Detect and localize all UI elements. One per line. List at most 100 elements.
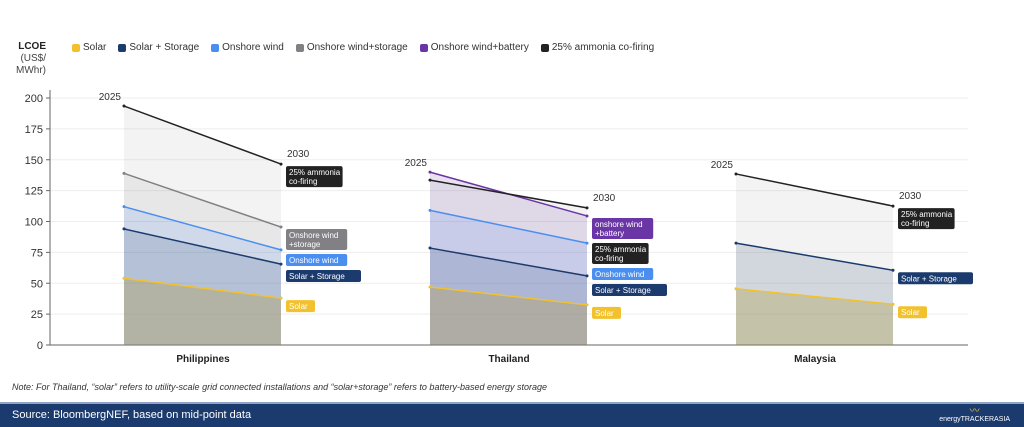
line-solar [735,288,894,305]
category-label: Thailand [488,354,529,365]
point-solar-2025 [122,276,126,280]
legend-swatch [540,43,549,52]
legend-swatch [295,43,304,52]
point-amm-2030 [279,162,283,166]
series-label: co-firing [289,177,317,186]
line-solar [123,277,282,299]
point-ss-2030 [279,262,283,266]
y-tick-label: 200 [25,93,43,105]
year-label-2030: 2030 [899,191,922,202]
line-amm [429,179,588,209]
line-ss [123,228,282,265]
legend-label: 25% ammonia co-firing [551,42,655,53]
series-label-box [898,208,955,230]
series-label: 25% ammonia [595,245,647,254]
point-ss-2030 [891,268,895,272]
point-solar-2030 [891,302,895,306]
line-amm [735,173,894,207]
legend-swatch [419,43,428,52]
series-label: 25% ammonia [289,168,341,177]
area-wind [430,210,587,345]
area-wind [124,206,281,345]
series-label: Solar [289,302,308,311]
year-label-2025: 2025 [99,92,122,103]
legend-item-solar: Solar [72,42,106,53]
y-axis-title: LCOE (US$/MWhr) [16,41,46,76]
legend-label: Onshore wind [222,42,284,53]
point-amm-2025 [428,178,432,182]
series-label-box [286,229,348,251]
point-amm-2025 [122,104,126,108]
year-label-2025: 2025 [711,160,734,171]
legend-item-ss: Solar + Storage [118,42,199,53]
y-tick-label: 75 [31,247,43,259]
area-amm [736,173,893,345]
legend-item-ws: Onshore wind+storage [295,42,408,53]
area-amm [124,106,281,345]
series-label-box [898,306,927,319]
point-ss-2025 [734,241,738,245]
point-wb-2030 [585,214,589,218]
legend-item-wind: Onshore wind [211,42,284,53]
point-solar-2030 [279,296,283,300]
series-label-box [592,267,654,280]
series-label-box [592,283,667,296]
legend-label: Onshore wind+storage [306,42,408,53]
point-solar-2025 [428,285,432,289]
area-solar [430,286,587,345]
point-solar-2030 [585,303,589,307]
category-label: Malaysia [794,354,836,365]
point-wind-2025 [428,208,432,212]
area-solar [124,278,281,345]
point-ss-2025 [122,227,126,231]
line-ss [735,242,894,272]
y-tick-label: 25 [31,309,43,321]
series-label-box [592,242,649,264]
series-label: Solar + Storage [901,274,957,283]
point-wb-2025 [428,170,432,174]
year-label-2025: 2025 [405,158,428,169]
y-tick-label: 150 [25,155,43,167]
series-label: co-firing [901,219,929,228]
source-text: Source: BloombergNEF, based on mid-point… [12,409,252,421]
energy-tracker-asia-logo: 〰 energyTRACKERASIA [939,406,1010,424]
chart-note: Note: For Thailand, “solar” refers to ut… [12,382,548,392]
series-label-box [592,217,654,239]
point-amm-2025 [734,172,738,176]
series-label: +battery [595,229,624,238]
area-ss [124,228,281,345]
area-wb [430,172,587,345]
series-label: Solar [901,308,920,317]
point-solar-2025 [734,287,738,291]
series-label-box [592,306,621,319]
series-label: Onshore wind [289,231,338,240]
point-wind-2030 [279,248,283,252]
legend-swatch [211,43,220,52]
series-label: co-firing [595,254,623,263]
lcoe-chart: 0 25 50 75 100 125 150 175 200 2025 2030 25% ammoni… [25,90,973,365]
y-tick-label: 0 [37,340,43,352]
footer-bar: Source: BloombergNEF, based on mid-point… [0,402,1024,427]
y-tick-label: 175 [25,124,43,136]
legend-item-wb: Onshore wind+battery [419,42,529,53]
legend-label: Solar [83,42,107,53]
legend-swatch [118,43,127,52]
series-label: Solar [595,309,614,318]
legend-swatch [72,43,80,52]
line-solar [429,286,588,306]
line-ws [123,172,282,228]
point-ss-2030 [585,274,589,278]
point-ws-2030 [279,225,283,229]
legend: Solar Solar + Storage Onshore wind Onshore … [72,42,654,53]
area-ws [124,173,281,345]
point-wind-2030 [585,241,589,245]
y-tick-label: 100 [25,217,43,229]
series-label: +storage [289,240,321,249]
point-ss-2025 [428,246,432,250]
y-tick-label: 50 [31,278,43,290]
year-label-2030: 2030 [287,149,310,160]
series-label: 25% ammonia [901,210,953,219]
point-amm-2030 [585,206,589,210]
line-wind [429,209,588,244]
series-label: Solar + Storage [595,286,651,295]
